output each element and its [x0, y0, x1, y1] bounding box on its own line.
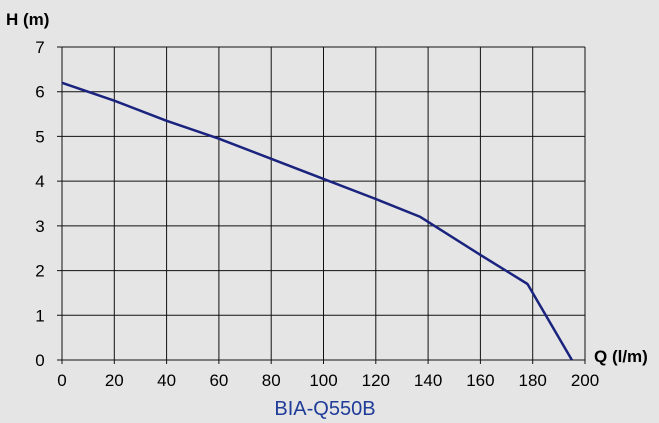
x-tick-label-0: 0 [57, 371, 66, 390]
y-tick-label-6: 6 [35, 83, 44, 102]
x-tick-label-3: 60 [209, 371, 228, 390]
x-tick-label-2: 40 [157, 371, 176, 390]
x-tick-label-7: 140 [414, 371, 442, 390]
x-tick-label-9: 180 [519, 371, 547, 390]
tick-labels: 0 20 40 60 80 100 120 140 160 180 200 0 1 2 3 4 5 6 7 [35, 38, 599, 390]
y-tick-label-1: 1 [35, 306, 44, 325]
series-lines [61, 81, 573, 361]
y-tick-label-0: 0 [35, 351, 44, 370]
x-tick-label-10: 200 [571, 371, 599, 390]
x-tick-label-6: 120 [362, 371, 390, 390]
x-tick-label-1: 20 [105, 371, 124, 390]
y-tick-label-2: 2 [35, 262, 44, 281]
y-axis-label: H (m) [6, 10, 49, 29]
x-axis-label: Q (l/m) [594, 347, 648, 366]
y-tick-label-7: 7 [35, 38, 44, 57]
grid [57, 46, 586, 364]
x-tick-label-5: 100 [309, 371, 337, 390]
y-tick-label-3: 3 [35, 217, 44, 236]
y-tick-label-4: 4 [35, 172, 44, 191]
x-tick-label-4: 80 [262, 371, 281, 390]
x-tick-label-8: 160 [466, 371, 494, 390]
y-tick-label-5: 5 [35, 127, 44, 146]
series-line-0 [61, 81, 573, 361]
chart-title: BIA-Q550B [274, 398, 375, 420]
